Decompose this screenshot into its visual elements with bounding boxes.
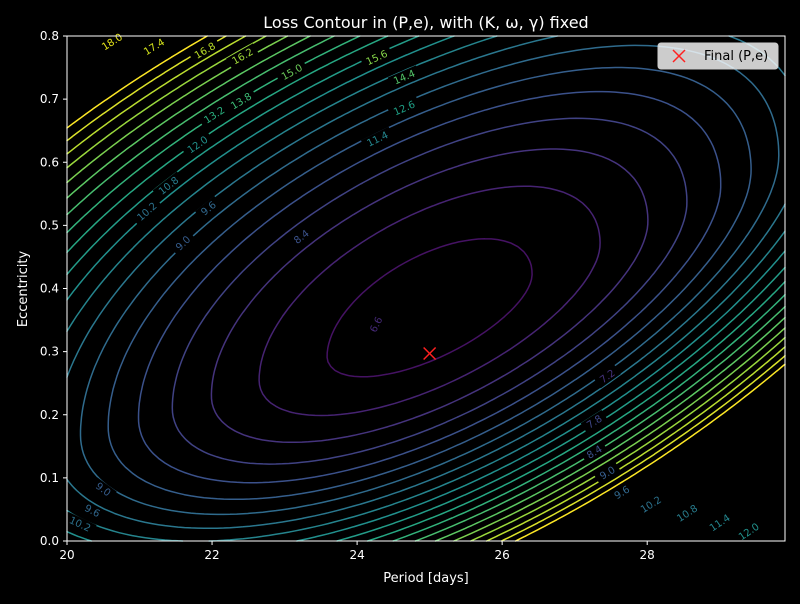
contour-line-9.0 [137,90,722,484]
contour-label-bg [608,480,636,504]
contour-label-bg [181,130,214,159]
contour-label-bg [137,33,171,60]
contour-label-bg [365,310,387,339]
contour-label-bg [360,45,394,70]
x-tick-label: 20 [59,548,74,562]
y-tick-label: 0.1 [40,471,59,485]
y-tick-label: 0.4 [40,282,59,296]
contour-line-7.2 [258,185,601,417]
contour-label-bg [387,96,421,120]
contour-label-bg [287,224,315,249]
contour-line-12.6 [66,35,786,542]
final-point-stroke [423,346,437,361]
contour-line-7.8 [210,148,649,444]
contour-line-6.6 [326,238,533,378]
x-tick-label: 22 [204,548,219,562]
contour-label-bg [169,230,197,256]
final-point-layer [423,346,437,361]
chart-title: Loss Contour in (P,e), with (K, ω, γ) fi… [263,13,588,32]
final-point-marker [423,346,437,361]
contour-line-15.0 [66,35,786,542]
contour-label-bg [634,491,668,518]
x-axis-label: Period [days] [383,571,469,586]
x-axis-ticks: 20 22 24 26 28 [59,541,655,562]
contour-label-bg [580,410,608,434]
contour-label-bg [78,499,107,522]
y-tick-label: 0.5 [40,218,59,232]
contour-label-bg [95,28,129,55]
legend-box [657,42,779,70]
contour-line-9.6 [107,66,752,501]
contour-label-bg [275,59,309,85]
contour-label-bg [152,171,185,200]
contour-label-bg [732,517,765,546]
contour-label-bg [197,101,231,129]
y-tick-label: 0.6 [40,155,59,169]
x-tick-label: 28 [640,548,655,562]
contour-line-8.4 [171,117,688,465]
contour-label-bg [224,87,258,115]
contour-label-bg [593,461,621,485]
contour-label-bg [226,43,259,70]
x-tick-label: 24 [349,548,364,562]
contour-label-bg [593,364,621,389]
contour-label-bg [703,509,736,537]
contour-label-bg [360,126,394,152]
contour-label-bg [195,195,222,221]
contour-line-14.4 [66,35,786,542]
y-tick-label: 0.7 [40,92,59,106]
y-tick-label: 0.8 [40,29,59,43]
plot-area: 6.67.27.88.49.09.610.2 10.8 11.4 12.09.09.6… [63,28,786,546]
contour-label-bg [580,440,608,464]
legend-label: Final (P,e) [704,49,768,64]
y-tick-label: 0.0 [40,534,59,548]
contour-line-10.8 [66,35,786,530]
y-axis-ticks: 0.0 0.1 0.2 0.3 0.4 0.5 0.6 0.7 0.8 [40,29,67,548]
legend-marker-x-icon [672,49,686,63]
x-tick-label: 26 [495,548,510,562]
contour-line-15.6 [66,35,786,542]
contour-label-bg [89,477,117,502]
y-tick-label: 0.3 [40,345,59,359]
contour-label-bg [670,499,704,527]
y-tick-label: 0.2 [40,408,59,422]
contour-label-bg [63,512,97,536]
contour-label-bg [387,65,421,89]
contour-line-17.4 [66,35,786,542]
legend: Final (P,e) [657,42,779,70]
contour-label-bg [131,196,163,227]
y-axis-label: Eccentricity [16,251,31,328]
contour-label-bg [188,37,222,64]
